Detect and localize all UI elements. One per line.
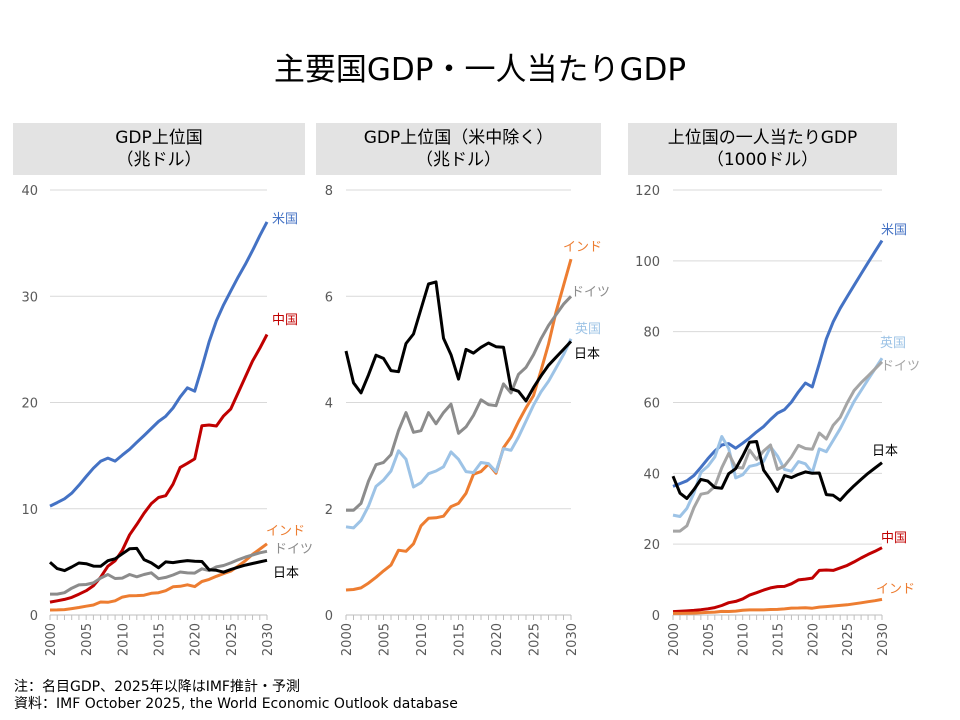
panel-3-title: 上位国の一人当たりGDP [667,128,858,148]
x-tick-label: 2030 [261,623,276,656]
series-line-日本 [344,280,573,403]
x-tick-label: 2015 [772,623,787,656]
series-label: ドイツ [571,285,610,300]
panel-2-title: GDP上位国（米中除く） [363,128,554,148]
y-tick-label: 60 [643,397,660,412]
series-label: インド [876,582,915,597]
series-line-インド [345,258,573,592]
series-line-米国 [672,239,884,488]
x-tick-label: 2025 [528,623,543,656]
y-tick-label: 0 [30,609,38,624]
series-line-ドイツ [673,360,884,533]
series-line-米国 [49,221,269,508]
series-line-日本 [49,546,268,574]
series-line-中国 [49,333,269,604]
figure-title: 主要国GDP・一人当たりGDP [273,52,687,88]
series-label: 米国 [272,212,298,227]
series-line-インド [673,597,883,615]
series-label: インド [563,240,602,255]
x-tick-label: 2020 [806,623,821,656]
x-tick-label: 2020 [490,623,505,656]
panel-2-header: GDP上位国（米中除く） （兆ドル） [316,123,601,175]
y-tick-label: 40 [21,184,38,199]
note-text: 注：名目GDP、2025年以降はIMF推計・予測 [14,679,300,695]
x-tick-label: 2005 [80,623,95,656]
x-tick-label: 2000 [44,623,59,656]
panel-2-chart: 0 2 4 6 8 2000 2005 2010 2015 2020 2025 2030 インドドイツ英… [325,184,610,656]
series-label: 英国 [880,336,906,351]
x-tick-label: 2000 [340,623,355,656]
panel-3-unit: （1000ドル） [706,150,819,170]
x-tick-label: 2025 [225,623,240,656]
y-tick-label: 0 [652,609,660,624]
panel-2-unit: （兆ドル） [416,150,501,170]
y-tick-label: 20 [643,538,660,553]
panel-3-header: 上位国の一人当たりGDP （1000ドル） [628,123,897,175]
x-tick-label: 2005 [702,623,717,656]
x-tick-label: 2010 [116,623,131,656]
y-tick-label: 2 [325,503,333,518]
series-label: 英国 [575,322,601,337]
series-label: 日本 [574,347,600,362]
y-tick-label: 100 [635,255,660,270]
x-tick-label: 2000 [667,623,682,656]
y-tick-label: 30 [21,290,38,305]
panel-1-title: GDP上位国 [115,128,203,148]
y-tick-label: 20 [21,397,38,412]
series-line-英国 [345,338,573,530]
series-label: 米国 [881,223,907,238]
x-tick-label: 2015 [153,623,168,656]
y-tick-label: 10 [21,503,38,518]
series-label: ドイツ [881,359,920,374]
x-tick-label: 2025 [841,623,856,656]
series-line-日本 [671,440,883,502]
y-tick-label: 120 [635,184,660,199]
x-tick-label: 2020 [189,623,204,656]
y-tick-label: 4 [325,397,333,412]
y-tick-label: 6 [325,290,333,305]
x-tick-label: 2010 [415,623,430,656]
panel-1-header: GDP上位国 （兆ドル） [13,123,305,175]
x-tick-label: 2010 [737,623,752,656]
series-label: 中国 [272,313,298,328]
series-line-ドイツ [50,549,268,596]
series-label: 日本 [872,444,898,459]
series-label: ドイツ [274,542,313,557]
panel-1-unit: （兆ドル） [116,150,202,170]
source-text: 資料：IMF October 2025, the World Economic … [14,696,458,712]
x-tick-label: 2030 [876,623,891,656]
y-tick-label: 80 [643,326,660,341]
series-line-中国 [672,546,883,614]
panel-3-chart: 0 20 40 60 80 100 120 2000 2005 2010 2015 2020 2025 2… [635,184,920,656]
y-tick-label: 40 [643,467,660,482]
series-label: 中国 [881,531,907,546]
x-tick-label: 2030 [565,623,580,656]
x-tick-label: 2005 [378,623,393,656]
series-line-ドイツ [346,295,573,512]
y-tick-label: 8 [325,184,333,199]
x-tick-label: 2015 [453,623,468,656]
y-tick-label: 0 [325,609,333,624]
series-label: インド [266,524,305,539]
series-label: 日本 [273,566,299,581]
series-line-英国 [672,357,884,518]
